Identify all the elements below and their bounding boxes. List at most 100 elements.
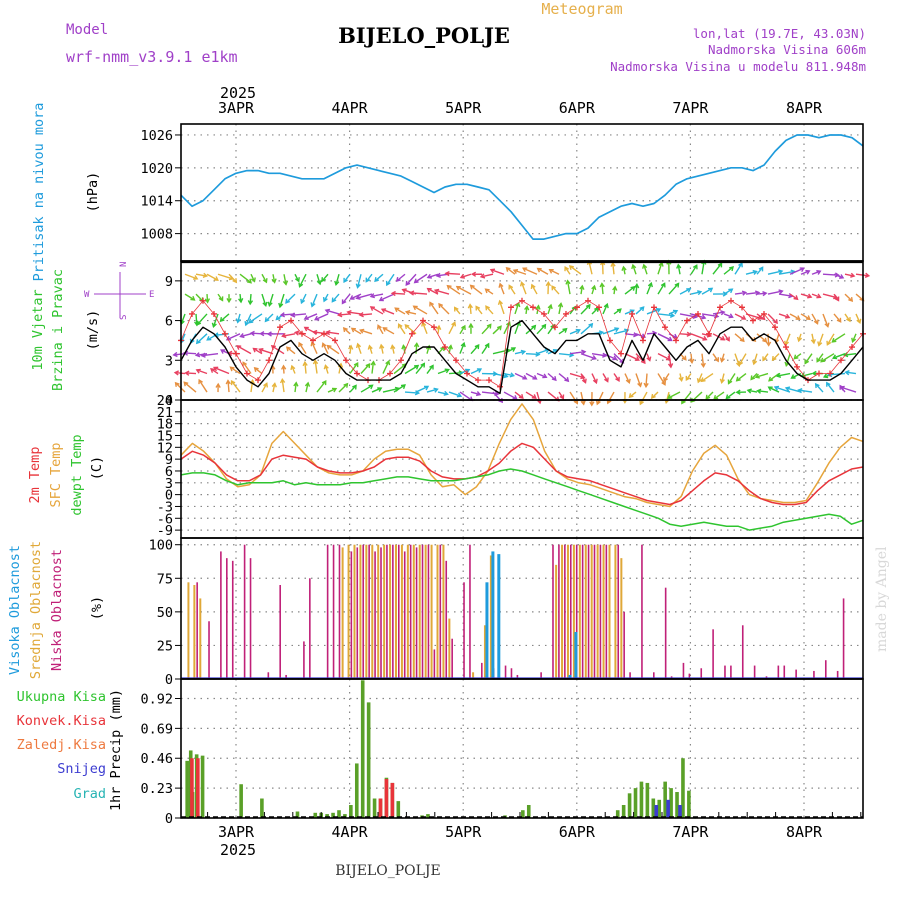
- cloud-bar-low: [226, 558, 228, 679]
- wind-arrow: [784, 333, 791, 345]
- cloud-bar-low: [581, 544, 584, 679]
- wind-arrow-head: [173, 370, 179, 376]
- cloud-bar-mid: [489, 555, 492, 679]
- wind-arrow: [845, 371, 857, 375]
- wind-arrow-head: [200, 352, 206, 358]
- wind-arrow-head: [367, 344, 373, 350]
- wind-arrow: [525, 372, 537, 380]
- cloud-bar-mid: [383, 544, 386, 679]
- cloud-ylabel-mid: Srednja Oblacnost: [28, 541, 44, 679]
- wind-arrow-head: [496, 325, 502, 331]
- wind-arrow-head: [195, 368, 201, 374]
- wind-arrow-head: [259, 330, 265, 337]
- wind-arrow-head: [762, 337, 768, 343]
- wind-arrow: [513, 269, 527, 275]
- wind-arrow: [406, 311, 417, 315]
- wind-arrow: [840, 386, 857, 393]
- wind-arrow-head: [796, 336, 803, 343]
- wind-arrow-head: [667, 336, 673, 342]
- wind-arrow-head: [438, 302, 444, 309]
- cloud-bar-low: [741, 625, 744, 679]
- wind-arrow: [481, 343, 490, 355]
- wind-arrow: [785, 353, 791, 366]
- wind-arrow: [356, 274, 362, 288]
- wind-arrow: [657, 283, 666, 295]
- wind-arrow-head: [831, 337, 837, 343]
- wind-arrow: [470, 284, 483, 295]
- cloud-bar-mid: [578, 544, 581, 679]
- wind-arrow: [281, 379, 285, 393]
- wind-arrow-head: [690, 397, 696, 403]
- wind-arrow: [525, 352, 540, 356]
- cloud-bar-mid: [365, 544, 368, 679]
- wind-arrow-head: [672, 309, 679, 315]
- ytick-label-clouds-50: 50: [157, 605, 173, 621]
- wind-arrow-head: [343, 382, 349, 388]
- wind-arrow: [798, 389, 813, 393]
- wind-arrow-head: [350, 327, 356, 333]
- wind-arrow: [679, 333, 691, 336]
- wind-arrow: [175, 371, 186, 375]
- cloud-bar-low: [403, 551, 406, 679]
- wind-arrow: [435, 289, 450, 295]
- wind-arrow-head: [754, 373, 760, 379]
- wind-arrow: [646, 332, 657, 335]
- wind-arrow: [566, 280, 571, 295]
- wind-arrow: [558, 352, 574, 356]
- precip-bar-total: [633, 788, 638, 818]
- wind-arrow-head: [312, 359, 319, 365]
- wind-arrow: [635, 353, 646, 364]
- wind-arrow: [558, 372, 569, 382]
- wind-arrow-head: [324, 308, 331, 314]
- wind-arrow: [624, 353, 640, 361]
- wind-arrow-head: [725, 394, 731, 400]
- wind-arrow-head: [342, 326, 348, 333]
- wind-arrow: [624, 373, 630, 384]
- precip-legend-hail: Grad: [73, 786, 106, 802]
- cloud-bar-high: [568, 674, 572, 679]
- precip-bar-convective: [390, 782, 395, 818]
- page-subtitle: Meteogram: [541, 0, 622, 18]
- wind-arrow: [272, 383, 276, 393]
- wind-arrow-head: [655, 308, 662, 313]
- wind-arrow-head: [834, 296, 840, 302]
- wind-arrow-head: [512, 269, 519, 274]
- wind-arrow: [506, 267, 516, 275]
- wind-arrow-head: [631, 263, 637, 270]
- wind-arrow-head: [467, 303, 473, 309]
- wind-arrow: [681, 391, 692, 404]
- panel-frame-temperature: [180, 399, 864, 539]
- wind-arrow-head: [581, 378, 587, 384]
- wind-arrow-head: [541, 323, 547, 329]
- cloud-bar-low: [451, 638, 453, 679]
- model-name: wrf-nmm_v3.9.1 e1km: [66, 48, 238, 66]
- wind-arrow-head: [244, 320, 250, 327]
- wind-arrow: [536, 348, 549, 355]
- cloud-bar-mid: [572, 544, 575, 679]
- wind-arrow-head: [727, 379, 733, 385]
- wind-arrow: [778, 313, 790, 319]
- wind-arrow-head: [355, 283, 361, 289]
- wind-arrow: [341, 293, 351, 304]
- wind-arrow: [569, 329, 580, 335]
- wind-arrow-head: [647, 281, 653, 288]
- cloud-bar-low: [368, 544, 370, 679]
- wind-arrow: [343, 273, 351, 283]
- wind-arrow: [701, 372, 714, 382]
- wind-arrow: [508, 285, 516, 295]
- wind-arrow-head: [183, 381, 189, 387]
- cloud-bar-low: [392, 544, 394, 679]
- wind-arrow: [492, 349, 510, 355]
- wind-arrow-head: [639, 400, 645, 406]
- wind-arrow-head: [720, 335, 726, 341]
- wind-arrow-head: [510, 347, 517, 352]
- wind-arrow: [800, 313, 811, 320]
- wind-arrow: [569, 372, 585, 379]
- wind-arrow-head: [728, 266, 734, 272]
- day-label-bottom-5APR: 5APR: [445, 823, 482, 841]
- wind-arrow: [776, 372, 791, 377]
- wind-arrow: [632, 264, 637, 275]
- cloud-bar-low: [569, 544, 572, 679]
- wind-arrow-head: [697, 290, 703, 296]
- wind-arrow-head: [433, 387, 439, 393]
